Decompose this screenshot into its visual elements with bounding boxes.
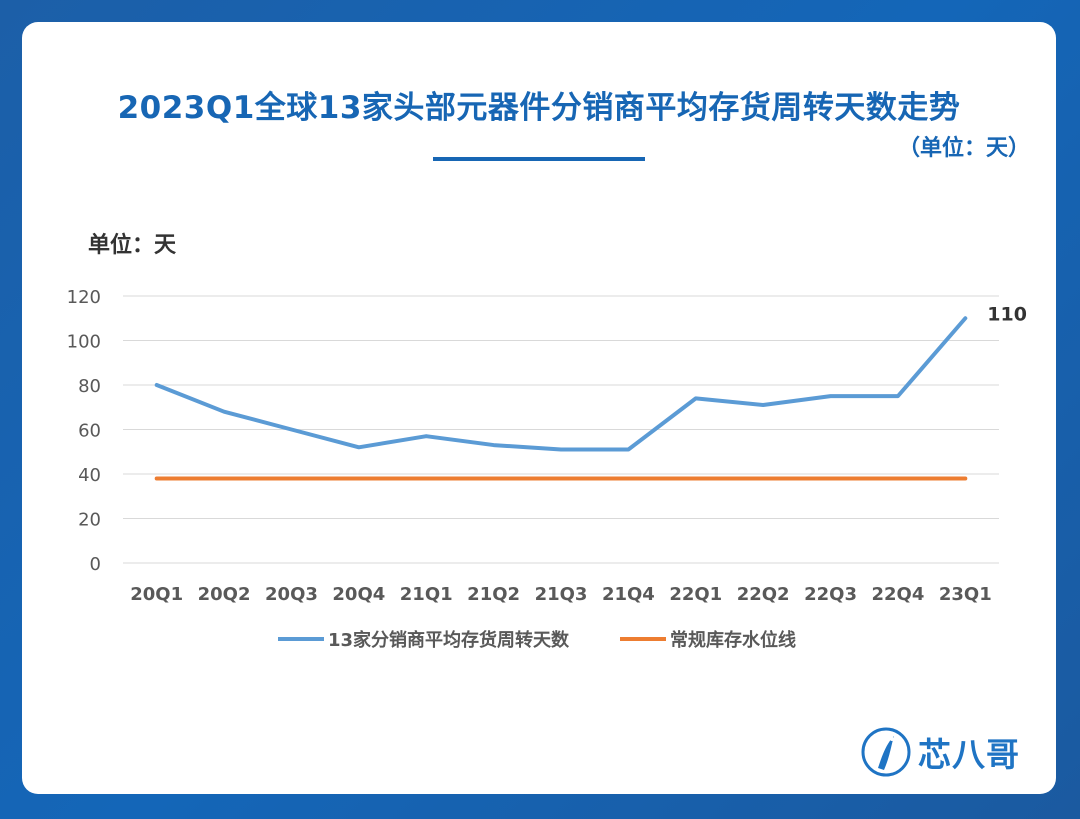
title-underline [433, 157, 645, 161]
legend-label: 13家分销商平均存货周转天数 [328, 629, 570, 651]
brand-name: 芯八哥 [918, 735, 1020, 774]
x-tick-label: 21Q3 [535, 584, 588, 605]
x-tick-label: 20Q2 [198, 584, 251, 605]
legend-label: 常规库存水位线 [670, 629, 796, 651]
unit-label: （单位：天） [897, 136, 1030, 161]
x-tick-label: 22Q3 [804, 584, 857, 605]
brand-logo: 芯八哥 [860, 722, 1040, 782]
y-tick-label: 40 [78, 465, 101, 486]
x-tick-label: 22Q4 [871, 584, 924, 605]
x-tick-label: 22Q2 [737, 584, 790, 605]
card: 2023Q1全球13家头部元器件分销商平均存货周转天数走势 （单位：天） 单位：… [22, 22, 1056, 794]
y-tick-label: 80 [78, 376, 101, 397]
y-tick-label: 60 [78, 421, 101, 442]
x-tick-label: 21Q2 [467, 584, 520, 605]
x-tick-label: 21Q1 [400, 584, 453, 605]
x-tick-label: 20Q1 [130, 584, 183, 605]
x-tick-label: 23Q1 [939, 584, 992, 605]
x-tick-label: 20Q4 [332, 584, 385, 605]
x-tick-label: 20Q3 [265, 584, 318, 605]
y-tick-label: 100 [67, 332, 101, 353]
y-tick-label: 20 [78, 510, 101, 531]
y-tick-label: 120 [67, 287, 101, 308]
line-chart: 单位：天 0 20 40 60 80 100 120 20Q1 20Q2 20Q3 20Q4 21Q… [67, 232, 1027, 651]
bird-logo-icon [861, 727, 911, 777]
y-tick-label: 0 [90, 554, 101, 575]
data-label: 110 [987, 303, 1027, 325]
x-tick-label: 22Q1 [669, 584, 722, 605]
page-title: 2023Q1全球13家头部元器件分销商平均存货周转天数走势 [117, 90, 961, 126]
x-tick-label: 21Q4 [602, 584, 655, 605]
y-axis-label: 单位：天 [88, 232, 177, 258]
